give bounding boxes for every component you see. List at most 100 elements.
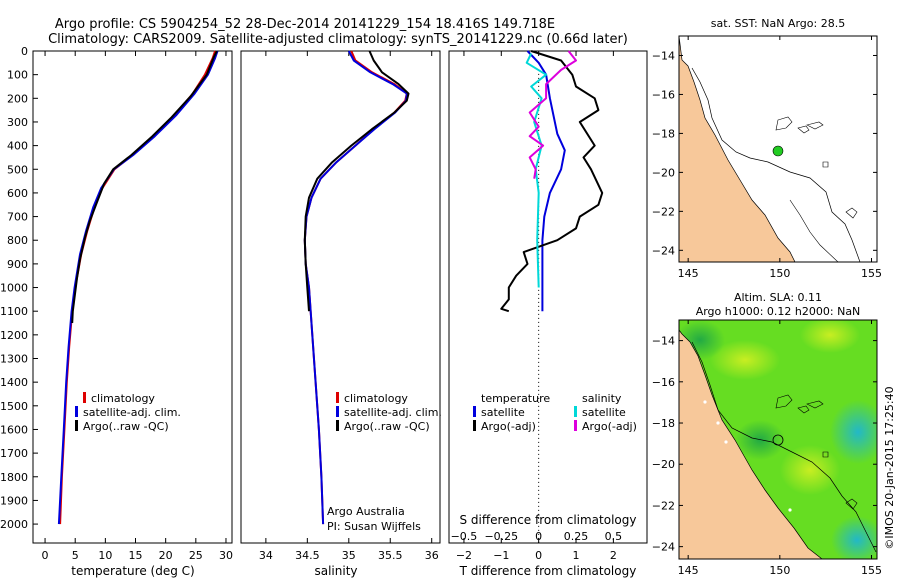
x-tick-label: 10 (98, 549, 112, 562)
series-line-salinity-argo-adj- (528, 50, 577, 179)
map-x-tick-label: 145 (678, 564, 699, 577)
sst-land (679, 36, 796, 262)
temperature-legend: climatology satellite-adj. clim. Argo(..… (75, 392, 181, 433)
difference-legend: temperature satellite Argo(-adj) salinit… (473, 392, 637, 433)
sla-float-marker (772, 434, 784, 446)
y-tick-label: 1200 (0, 329, 28, 342)
y-tick-label: 2000 (0, 518, 28, 531)
series-line-argo-raw-qc- (303, 50, 410, 312)
legend-label-temp-argo: Argo(-adj) (481, 420, 536, 433)
legend-swatch-temp-satellite (473, 406, 476, 417)
x-tick-label: 5 (72, 549, 79, 562)
map-x-tick-label: 155 (861, 564, 882, 577)
legend-label-satellite: satellite-adj. clim. (344, 406, 442, 419)
legend-swatch-temp-argo (473, 420, 476, 431)
x-tick-label: 1 (573, 549, 580, 562)
x-tick-label: 30 (219, 549, 233, 562)
series-line-temperature-satellite (526, 50, 566, 312)
map-y-tick-label: −18 (652, 417, 675, 430)
legend-swatch-sal-argo (574, 420, 577, 431)
legend-swatch-satellite (336, 406, 339, 417)
y-tick-label: 400 (7, 140, 28, 153)
map-x-tick-label: 150 (769, 267, 790, 280)
legend-label-sal-satellite: satellite (582, 406, 626, 419)
difference-xlabel-top: S difference from climatology (460, 513, 637, 527)
map-y-tick-label: −20 (652, 458, 675, 471)
copyright-label: ©IMOS 20-Jan-2015 17:25:40 (883, 386, 896, 549)
y-tick-label: 1100 (0, 305, 28, 318)
header-line2: Climatology: CARS2009. Satellite-adjuste… (48, 32, 628, 47)
sst-map (679, 36, 877, 262)
series-line-argo-raw-qc- (71, 50, 218, 324)
legend-swatch-argo (336, 420, 339, 431)
y-tick-label: 900 (7, 258, 28, 271)
sla-map-subtitle: Argo h1000: 0.12 h2000: NaN (696, 305, 861, 318)
legend-title-temperature: temperature (481, 392, 550, 405)
x-tick-label: 34.5 (295, 549, 320, 562)
legend-swatch-satellite (75, 406, 78, 417)
series-line-satellite-adj-clim- (57, 50, 219, 525)
s-tick-label: 0.5 (605, 530, 623, 543)
y-tick-label: 1000 (0, 282, 28, 295)
x-tick-label: 35 (342, 549, 356, 562)
x-tick-label: 20 (159, 549, 173, 562)
map-y-tick-label: −16 (652, 88, 675, 101)
legend-swatch-climatology (83, 392, 86, 403)
x-tick-label: 25 (189, 549, 203, 562)
map-y-tick-label: −18 (652, 127, 675, 140)
annotation-institution: Argo Australia (327, 505, 405, 518)
sst-map-frame (678, 35, 878, 263)
legend-title-salinity: salinity (582, 392, 622, 405)
legend-label-climatology: climatology (344, 392, 408, 405)
series-line-satellite-adj-clim- (303, 50, 408, 525)
y-tick-label: 0 (21, 45, 28, 58)
x-tick-label: 15 (129, 549, 143, 562)
legend-label-sal-argo: Argo(-adj) (582, 420, 637, 433)
series-line-salinity-satellite (525, 52, 548, 288)
header-line1: Argo profile: CS 5904254_52 28-Dec-2014 … (55, 17, 555, 32)
sla-shelf-contour (691, 341, 877, 553)
y-tick-label: 300 (7, 116, 28, 129)
y-tick-label: 1300 (0, 353, 28, 366)
temperature-panel-frame (32, 50, 233, 544)
legend-label-argo: Argo(..raw -QC) (83, 420, 169, 433)
sst-map-title: sat. SST: NaN Argo: 28.5 (711, 17, 845, 30)
x-tick-label: 35.5 (378, 549, 403, 562)
map-y-tick-label: −22 (652, 205, 675, 218)
map-y-tick-label: −14 (652, 49, 675, 62)
s-tick-label: −0.25 (484, 530, 518, 543)
sst-map-axes: 145 150 155 −14 −16 −18 −20 −22 −24 (652, 36, 882, 280)
salinity-panel-frame (240, 50, 441, 544)
legend-swatch-climatology (336, 392, 339, 403)
map-y-tick-label: −14 (652, 335, 675, 348)
sla-land (679, 329, 823, 559)
map-y-tick-label: −24 (652, 541, 675, 554)
legend-label-argo: Argo(..raw -QC) (344, 420, 430, 433)
x-tick-label: 0 (535, 549, 542, 562)
y-tick-label: 800 (7, 234, 28, 247)
legend-label-climatology: climatology (91, 392, 155, 405)
x-tick-label: 34 (259, 549, 273, 562)
y-tick-label: 200 (7, 92, 28, 105)
difference-plot: −2 −1 0 1 2 −0.5 −0.25 0 0.25 0.5 (451, 50, 623, 562)
x-tick-label: 0 (42, 549, 49, 562)
s-tick-label: 0 (535, 530, 542, 543)
map-y-tick-label: −22 (652, 499, 675, 512)
difference-panel-frame (448, 50, 648, 544)
map-x-tick-label: 150 (769, 564, 790, 577)
sst-float-marker (772, 145, 784, 157)
salinity-xlabel: salinity (314, 564, 357, 578)
y-tick-label: 1600 (0, 423, 28, 436)
annotation-pi: PI: Susan Wijffels (327, 520, 421, 533)
s-tick-label: −0.5 (451, 530, 478, 543)
y-tick-label: 1900 (0, 494, 28, 507)
x-tick-label: 36 (425, 549, 439, 562)
salinity-plot: 34 34.5 35 35.5 36 (259, 50, 439, 562)
y-tick-label: 500 (7, 163, 28, 176)
x-tick-label: −1 (493, 549, 509, 562)
map-y-tick-label: −16 (652, 376, 675, 389)
temperature-plot: 0 5 10 15 20 25 300100200300400500600700800900… (0, 45, 233, 562)
map-x-tick-label: 155 (861, 267, 882, 280)
x-tick-label: −2 (456, 549, 472, 562)
temperature-xlabel: temperature (deg C) (71, 564, 194, 578)
